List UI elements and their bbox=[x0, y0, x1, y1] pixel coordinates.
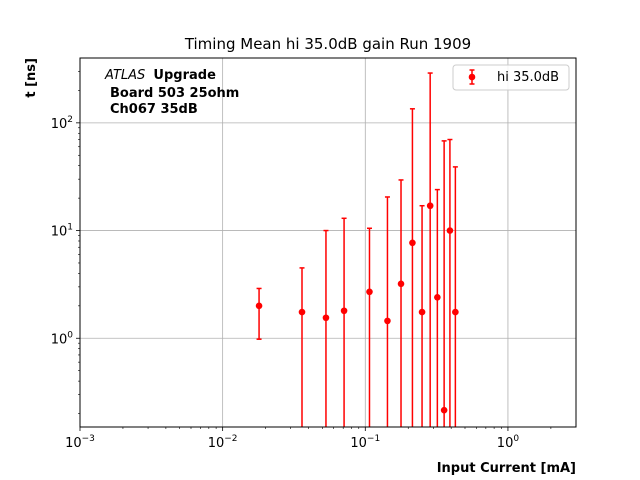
data-point bbox=[446, 227, 454, 234]
y-tick-label: 101 bbox=[51, 223, 73, 240]
atlas-label: ATLAS bbox=[104, 68, 145, 83]
atlas-annotation: ATLAS Upgrade Board 503 25ohm Ch067 35dB bbox=[104, 68, 239, 117]
chart-title: Timing Mean hi 35.0dB gain Run 1909 bbox=[184, 35, 471, 53]
data-point bbox=[340, 307, 348, 315]
legend-marker bbox=[468, 73, 476, 81]
minor-ticks bbox=[78, 71, 552, 429]
legend-box bbox=[452, 64, 570, 91]
data-point bbox=[397, 280, 405, 288]
y-axis-ticks: 100 101 102 bbox=[51, 115, 80, 347]
x-tick-label: 100 bbox=[497, 434, 520, 451]
data-point bbox=[434, 294, 441, 301]
data-point bbox=[409, 239, 416, 247]
x-axis-ticks: 10−3 10−2 10−1 100 bbox=[65, 427, 519, 451]
y-tick-label: 100 bbox=[51, 330, 74, 347]
plot-frame bbox=[79, 57, 577, 428]
data-point bbox=[426, 202, 434, 210]
x-tick-label: 10−2 bbox=[208, 434, 238, 451]
data-point bbox=[298, 308, 306, 316]
channel-label: Ch067 35dB bbox=[110, 102, 198, 117]
error-bars bbox=[256, 72, 458, 427]
upgrade-label: Upgrade bbox=[153, 68, 216, 83]
y-tick-label: 102 bbox=[51, 115, 73, 132]
data-point bbox=[440, 406, 448, 414]
legend: hi 35.0dB bbox=[452, 64, 570, 91]
y-axis-label: t [ns] bbox=[24, 58, 39, 98]
data-point bbox=[366, 288, 373, 296]
x-tick-label: 10−1 bbox=[350, 434, 380, 451]
x-axis-label: Input Current [mA] bbox=[437, 461, 576, 476]
data-point bbox=[322, 314, 330, 322]
data-point bbox=[255, 302, 263, 310]
legend-label: hi 35.0dB bbox=[497, 70, 559, 85]
data-point bbox=[384, 317, 391, 325]
svg-text:ATLAS Upgrade: ATLAS Upgrade bbox=[104, 68, 216, 83]
x-tick-label: 10−3 bbox=[65, 434, 95, 451]
data-point bbox=[418, 308, 426, 316]
data-point bbox=[452, 308, 459, 316]
board-label: Board 503 25ohm bbox=[110, 86, 239, 101]
data-points bbox=[255, 202, 459, 414]
